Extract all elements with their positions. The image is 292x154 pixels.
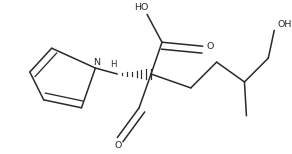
Text: HO: HO: [134, 3, 148, 12]
Text: O: O: [207, 42, 214, 51]
Text: O: O: [114, 141, 122, 150]
Text: N: N: [93, 58, 100, 67]
Text: H: H: [110, 60, 117, 69]
Text: OH: OH: [277, 20, 291, 29]
